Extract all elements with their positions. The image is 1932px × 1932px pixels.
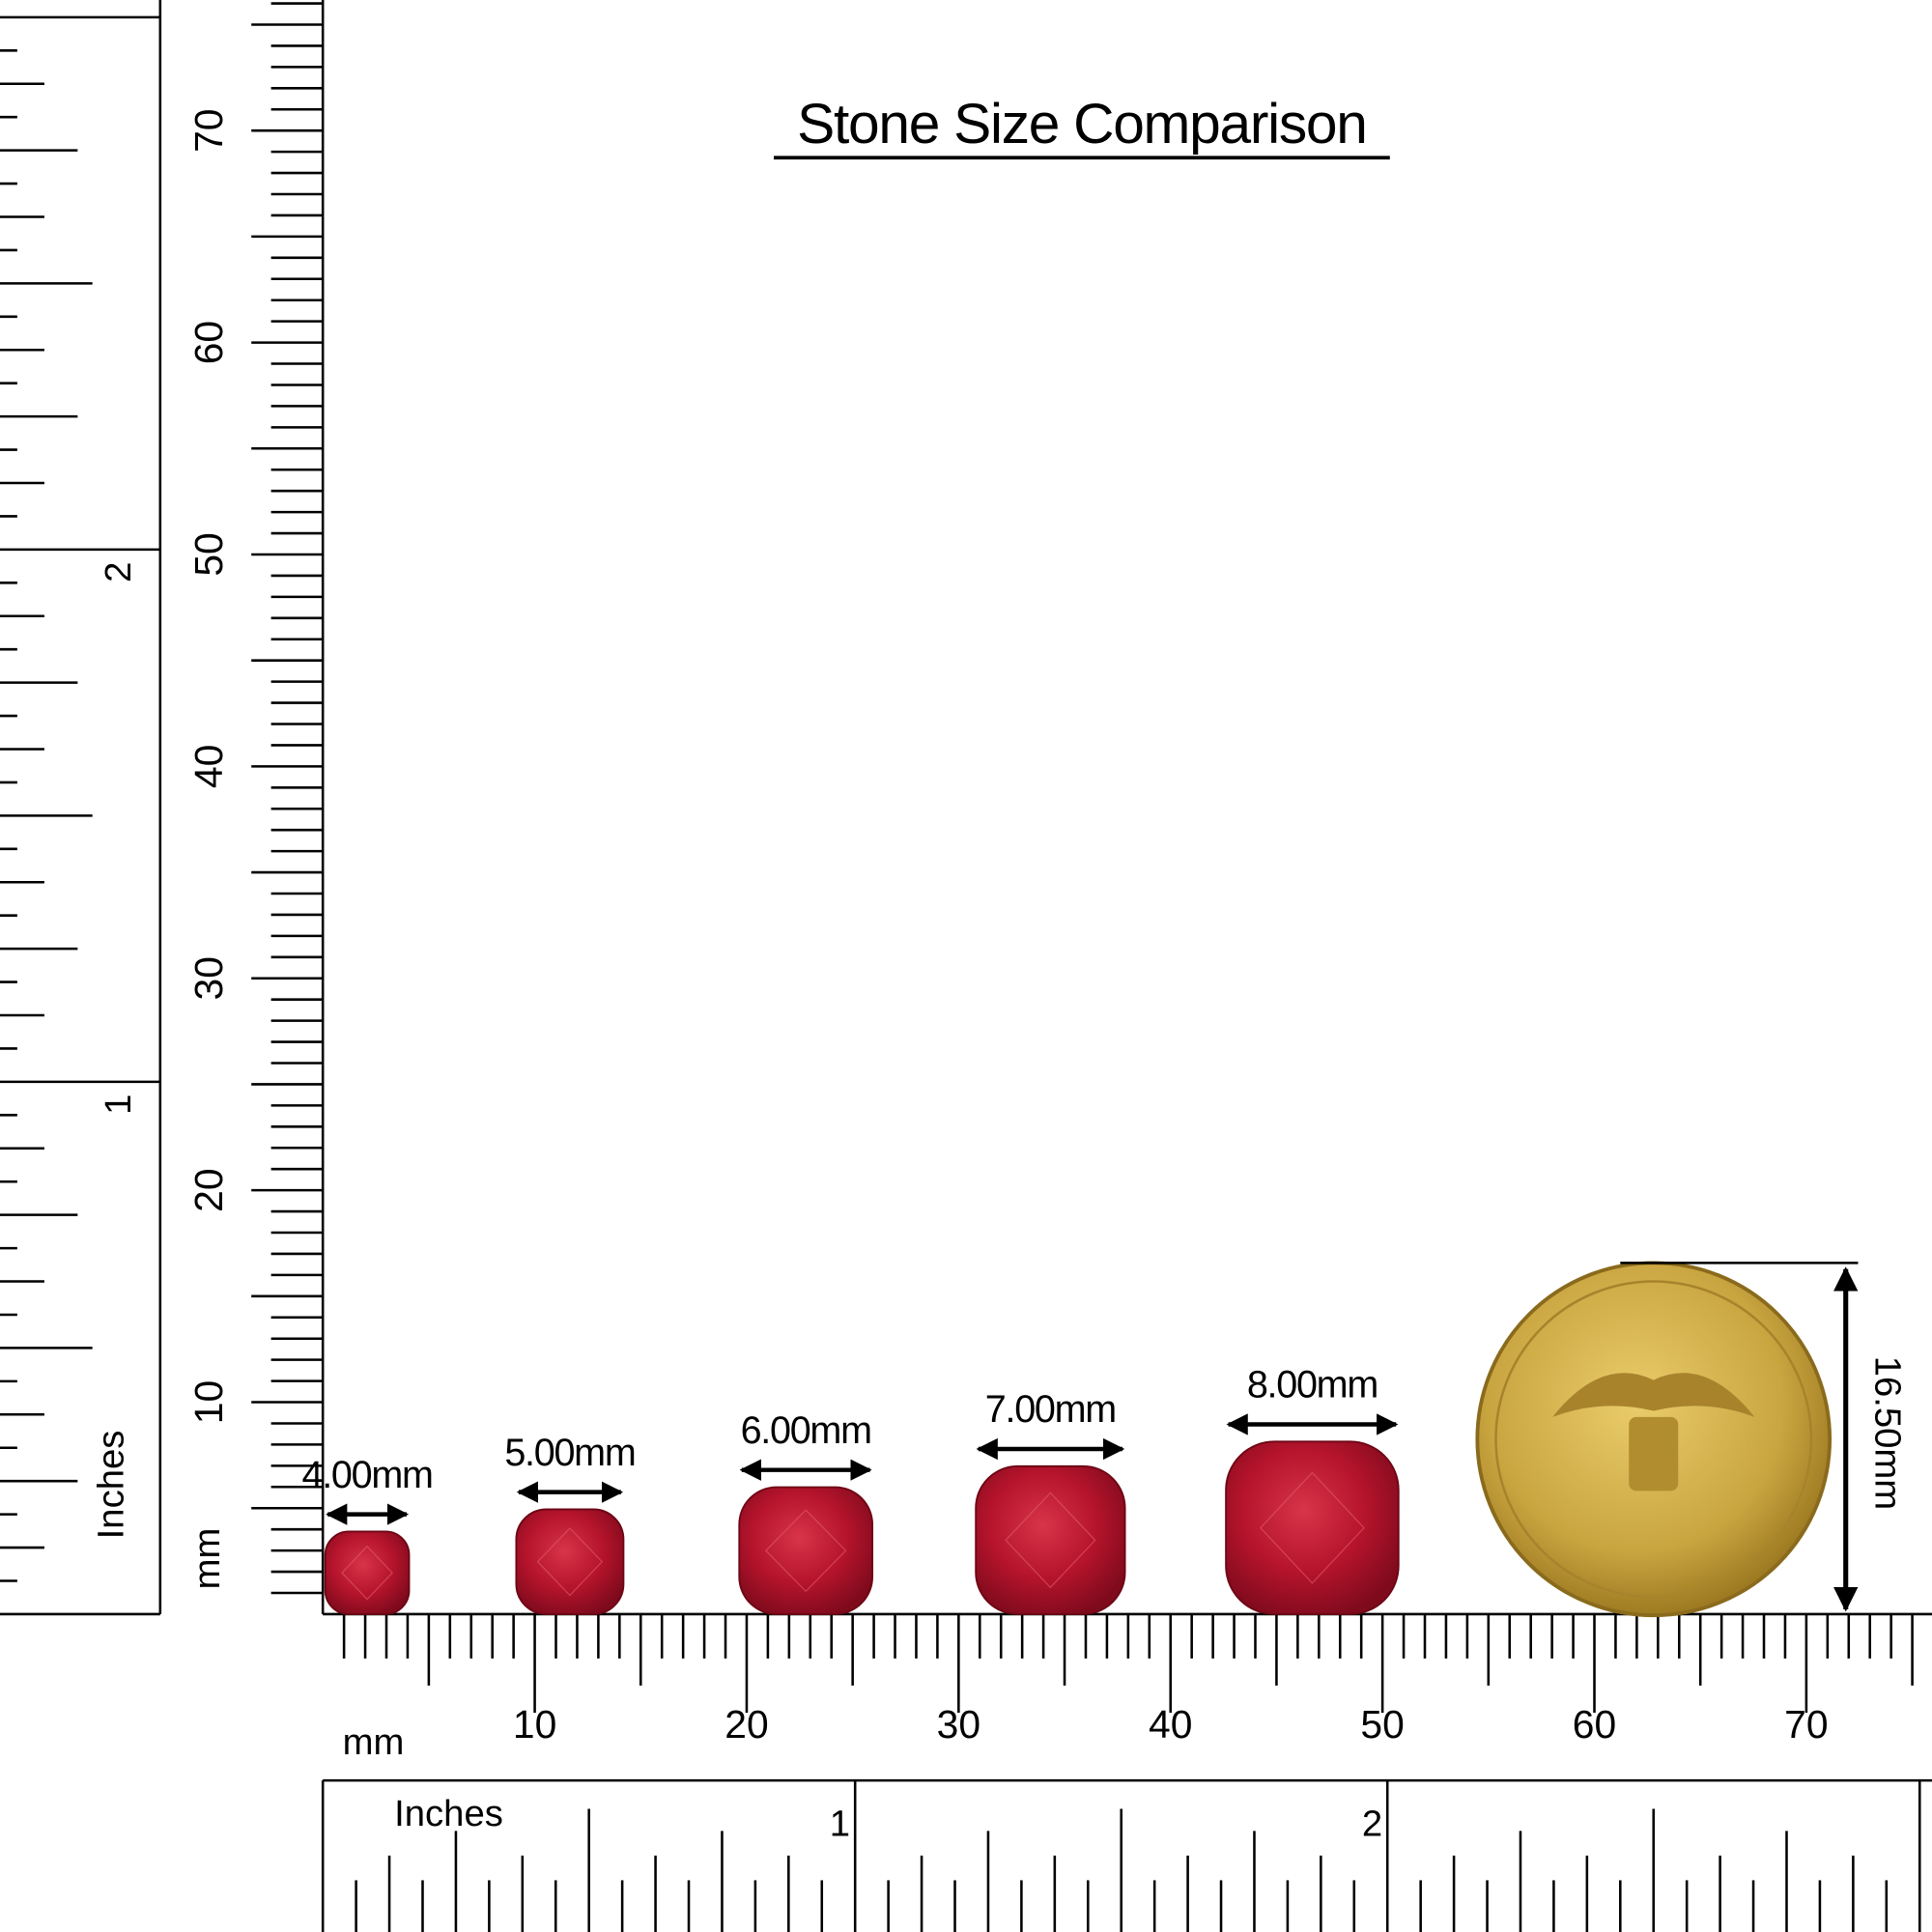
coin-size-label: 16.50mm [1866,1356,1908,1510]
stone-facet [536,1527,604,1597]
stone-size-label: 8.00mm [1247,1364,1378,1406]
mm-label: 40 [186,745,231,788]
inch-label: 1 [830,1803,850,1844]
mm-label: 20 [186,1168,231,1211]
stone [515,1508,625,1615]
stone [1225,1440,1400,1615]
mm-label: 10 [186,1380,231,1424]
mm-unit: mm [186,1528,228,1590]
inch-unit: Inches [90,1431,131,1540]
stone [738,1486,874,1615]
stone [975,1464,1126,1615]
mm-label: 70 [1784,1702,1828,1747]
stone-facet [341,1545,394,1601]
stones: 4.00mm 5.00mm 6.00mm 7.00mm 8.00mm [302,1364,1400,1615]
mm-unit: mm [343,1721,405,1763]
inch-label: 2 [1362,1803,1382,1844]
mm-label: 60 [186,321,231,364]
mm-label: 40 [1149,1702,1192,1747]
coin-rim [1494,1280,1813,1599]
stone-size-label: 6.00mm [741,1409,871,1452]
stone [324,1530,411,1615]
coin: 16.50mm [1475,1261,1908,1618]
inch-unit: Inches [394,1793,503,1834]
mm-label: 70 [186,109,231,153]
stone-size-label: 4.00mm [302,1454,433,1496]
mm-label: 10 [513,1702,556,1747]
inch-label: 1 [98,1094,139,1115]
mm-label: 30 [937,1702,980,1747]
stone-facet [1005,1492,1096,1589]
stone-size-label: 7.00mm [985,1388,1116,1431]
stone-facet [1259,1471,1365,1584]
stone-size-label: 5.00mm [504,1432,635,1474]
stone-facet [764,1509,847,1593]
coin-eagle [1552,1373,1755,1417]
mm-label: 50 [186,532,231,576]
mm-label: 60 [1573,1702,1616,1747]
coin-detail [1629,1416,1679,1492]
inch-label: 2 [98,562,139,582]
mm-label: 30 [186,956,231,1000]
title: Stone Size Comparison [797,93,1366,156]
mm-label: 20 [724,1702,768,1747]
mm-label: 50 [1360,1702,1404,1747]
